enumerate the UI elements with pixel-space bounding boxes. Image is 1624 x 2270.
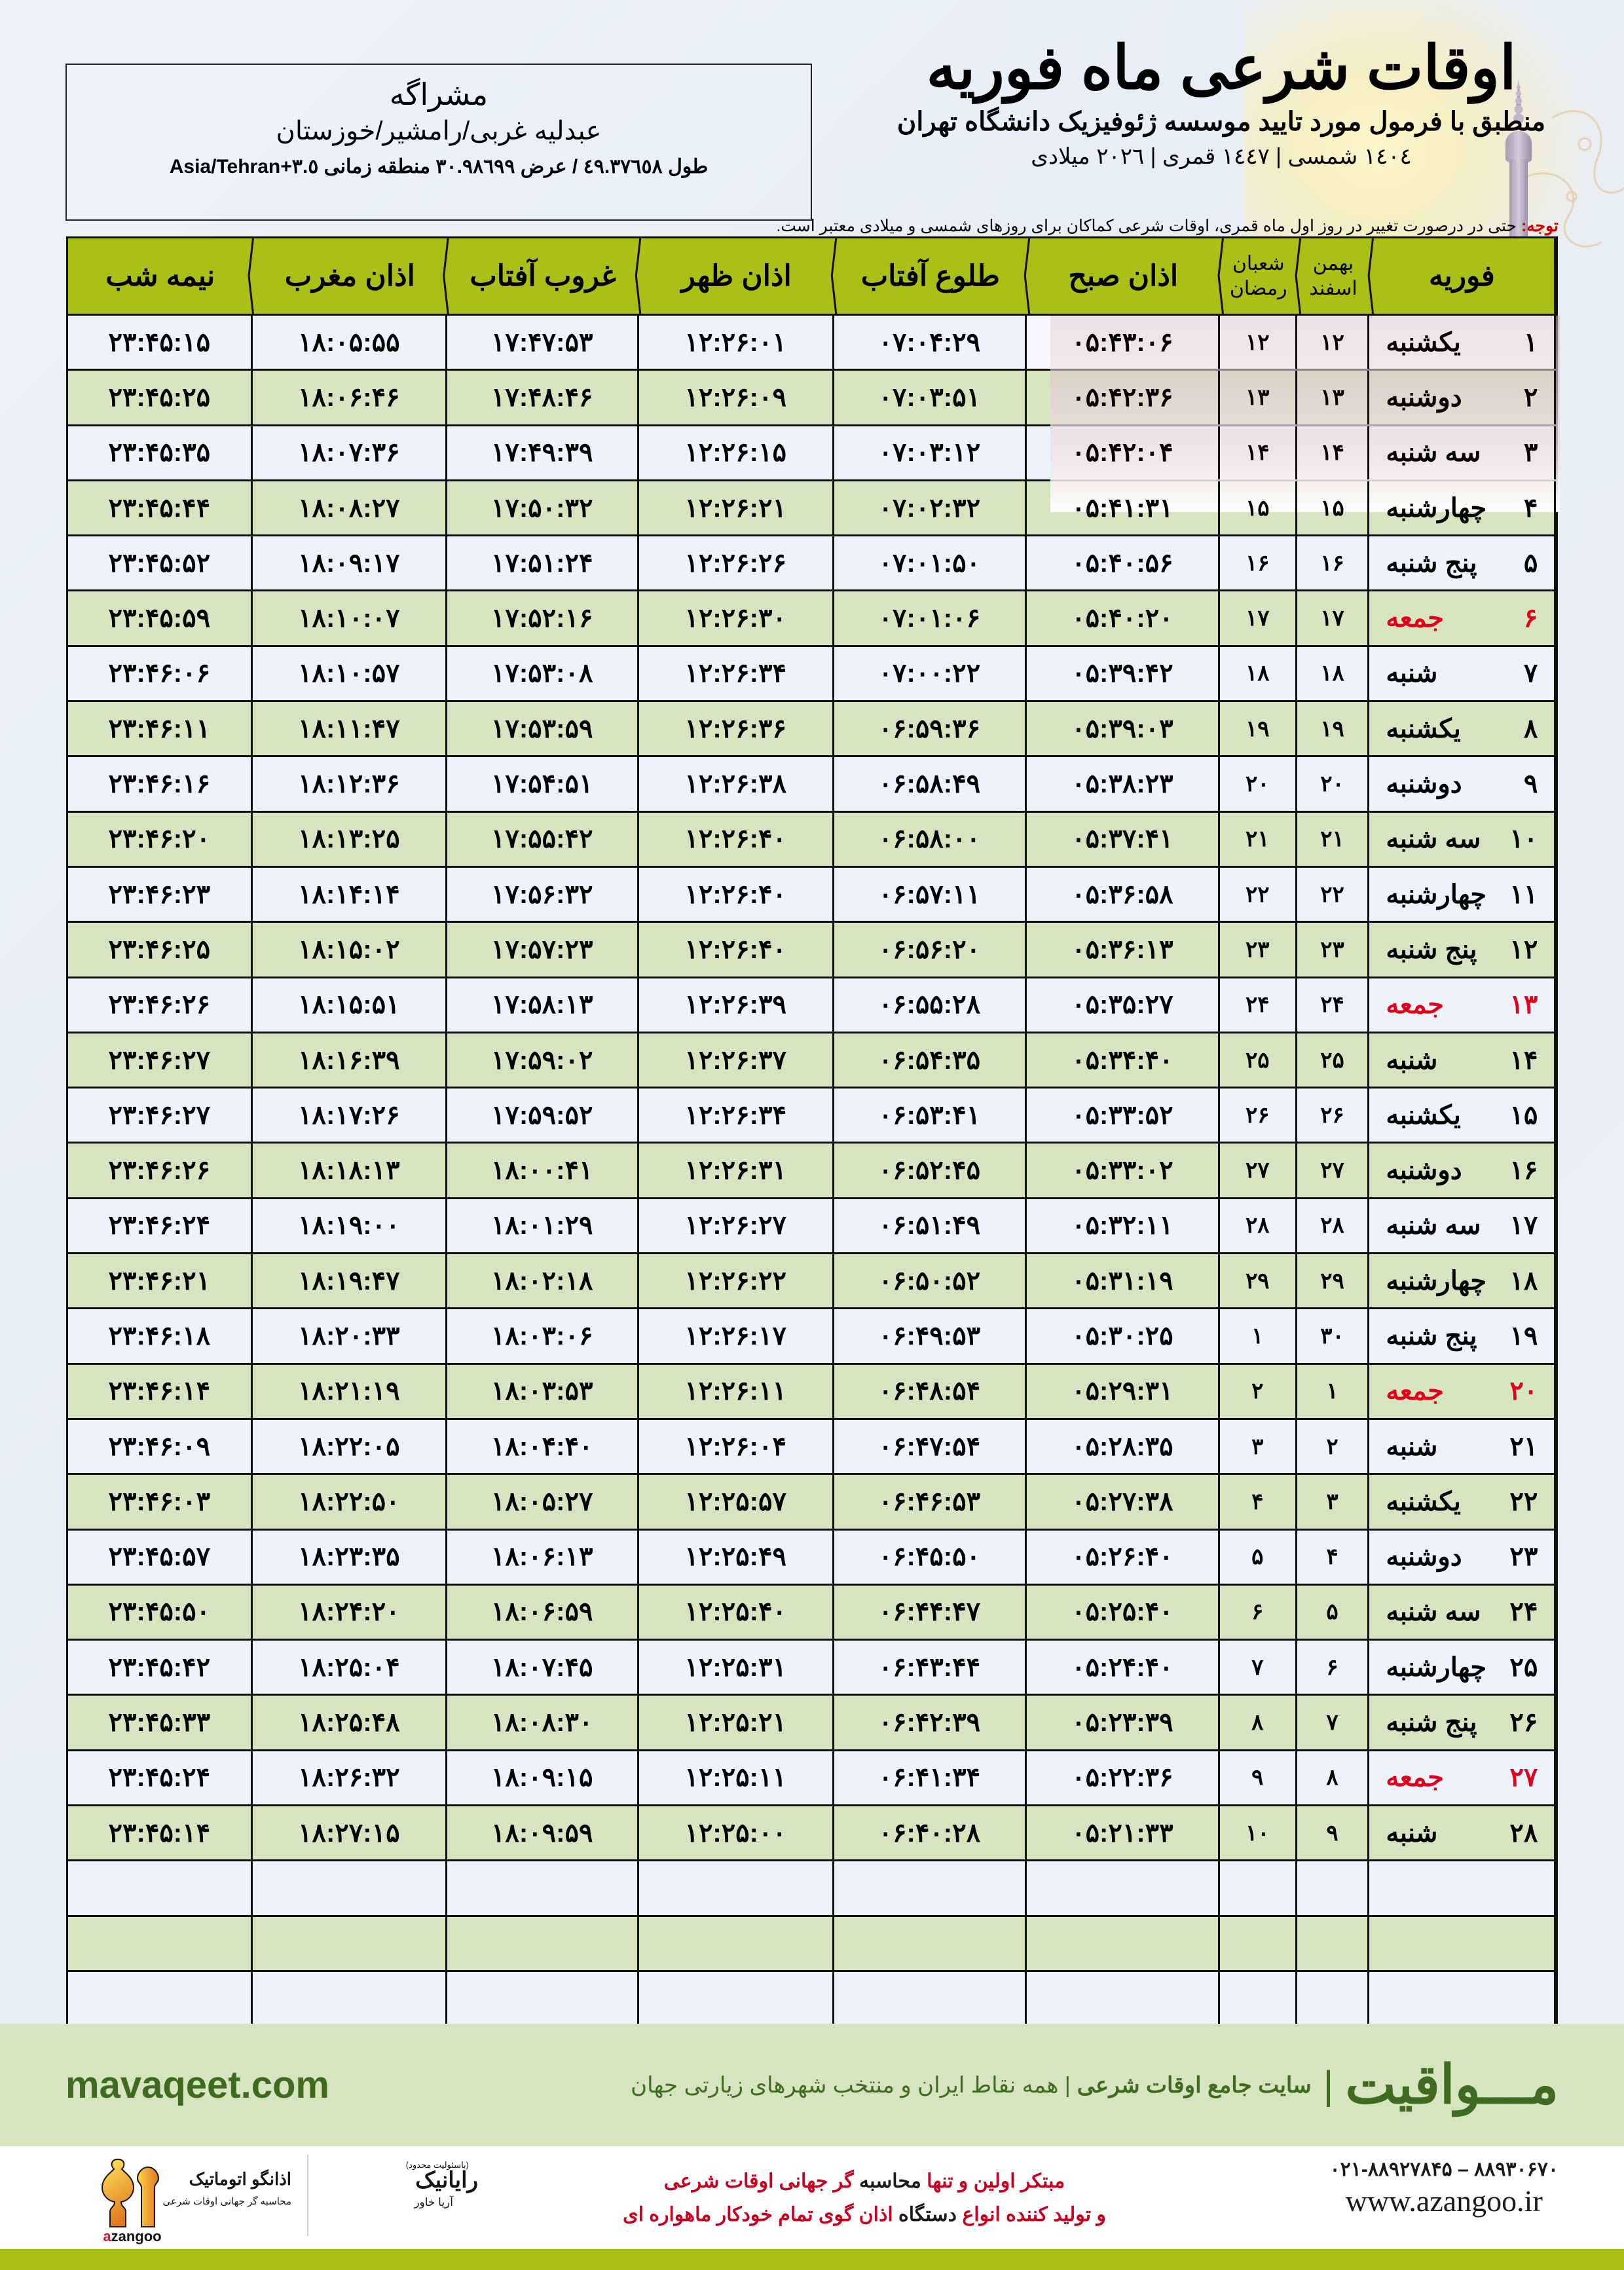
svg-text:محاسبه گر جهانی اوقات شرعی: محاسبه گر جهانی اوقات شرعی [162, 2195, 291, 2207]
svg-text:رایانیک: رایانیک [415, 2168, 478, 2193]
svg-text:اذانگو اتوماتیک: اذانگو اتوماتیک [189, 2169, 291, 2189]
svg-text:آریا خاور: آریا خاور [413, 2195, 454, 2209]
svg-text:azangoo: azangoo [103, 2228, 161, 2244]
svg-text:(باسئولیت محدود): (باسئولیت محدود) [406, 2160, 469, 2170]
